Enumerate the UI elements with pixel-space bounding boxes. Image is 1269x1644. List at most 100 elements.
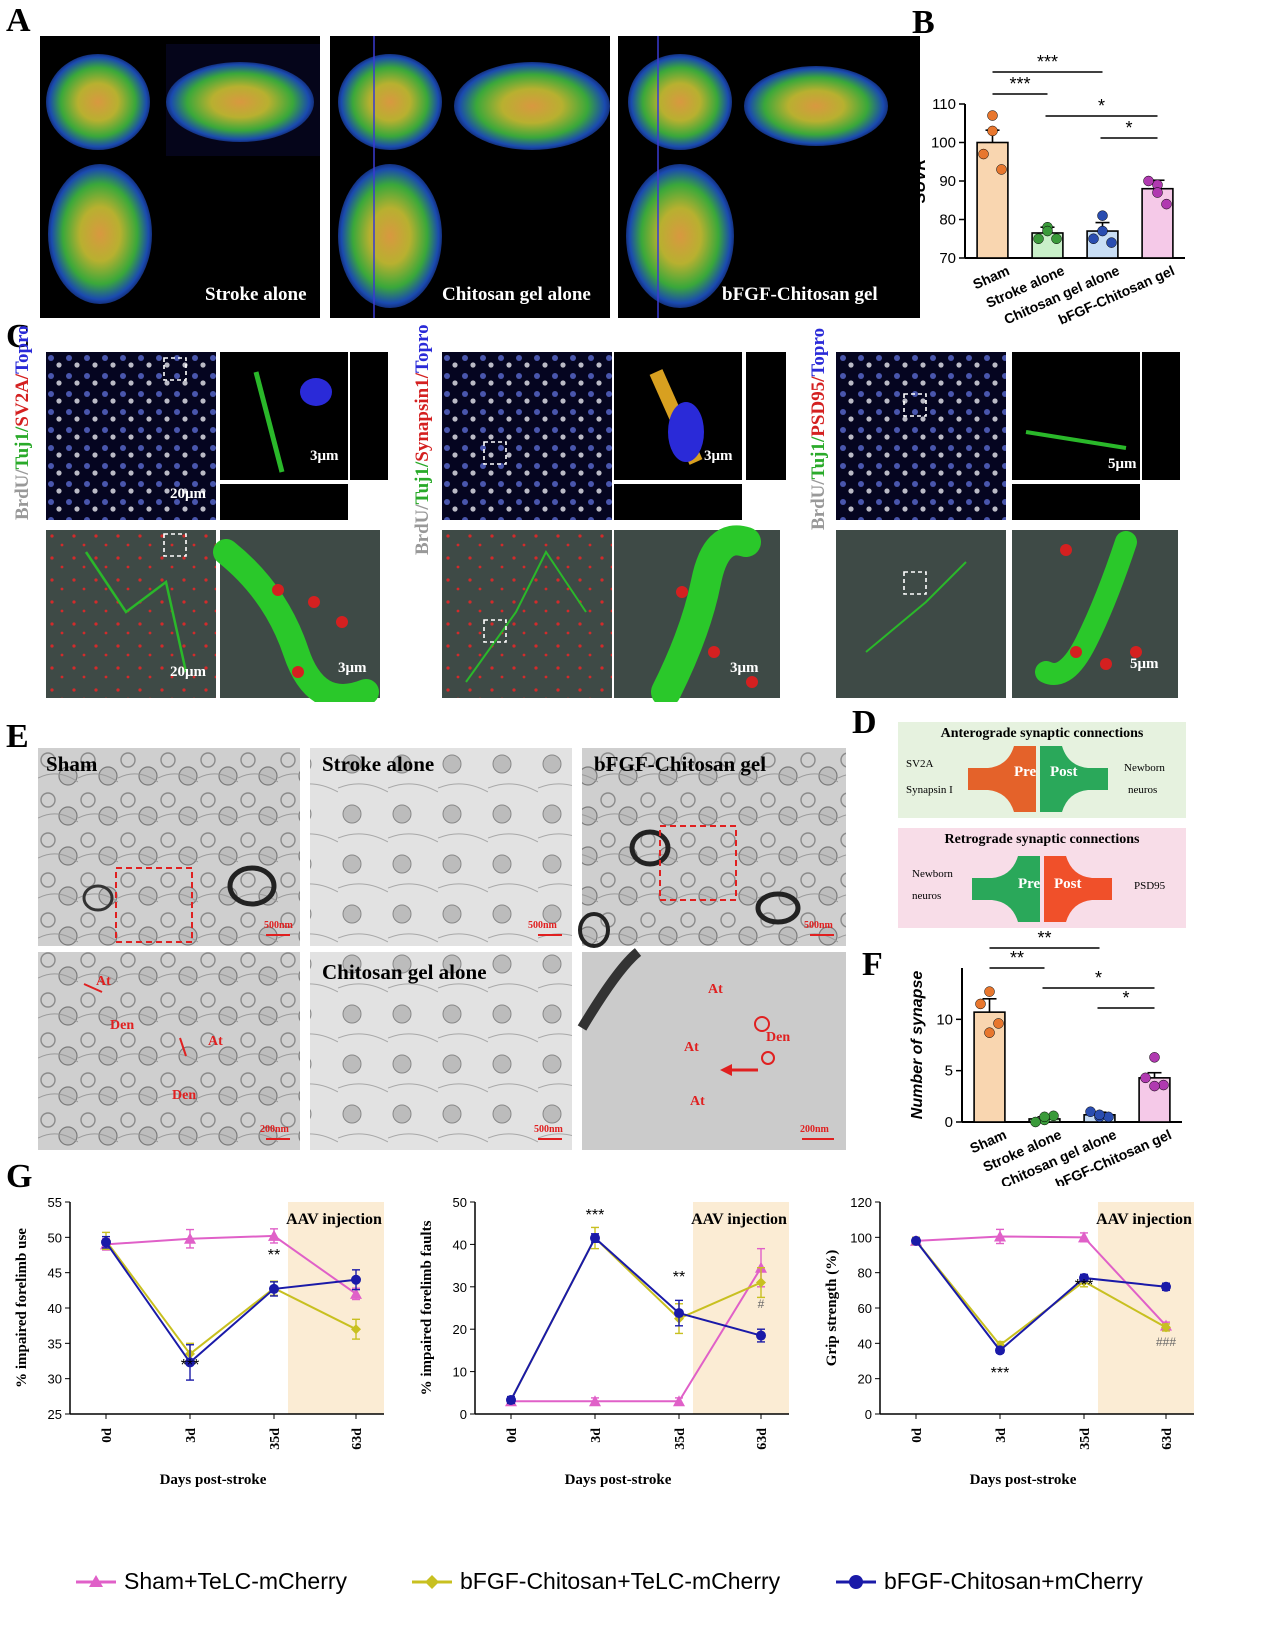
y-tick-label: 110 [932,96,956,113]
c-scale-4: 3μm [338,660,367,676]
data-point [756,1330,766,1341]
c-scale-7: 5μm [1108,456,1137,472]
pet-block-2 [330,36,610,318]
significance-label: ** [268,1247,280,1264]
significance-label: ** [1010,948,1024,968]
significance-label: *** [586,1207,605,1224]
aav-label: AAV injection [691,1211,787,1228]
legend-marker-bfgf-m [836,1574,876,1589]
y-tick-label: 10 [936,1011,953,1028]
e-scale-3: 500nm [804,920,833,931]
c-scale-6: 3μm [730,660,759,676]
data-point [1103,1111,1114,1123]
panel-label-g: G [6,1158,33,1195]
y-tick-label: 20 [858,1372,872,1387]
y-axis-label: SUVR [912,158,929,203]
e-caption-chitosan: Chitosan gel alone [322,960,487,984]
data-point [1042,225,1053,237]
series-line [105,1241,357,1364]
significance-label: *** [181,1357,200,1374]
x-tick-label: 0d [100,1428,115,1443]
y-tick-label: 60 [858,1301,872,1316]
series-line [511,1267,762,1403]
data-point [984,986,995,997]
data-point [351,1324,361,1335]
data-point [101,1237,111,1248]
panel-label-f: F [862,946,883,983]
pet-block-3 [618,36,920,318]
retro-pre: Pre [1018,876,1041,892]
data-point [1152,187,1163,198]
y-tick-label: 40 [858,1336,872,1351]
x-axis-label: Days post-stroke [565,1472,672,1488]
e-scale-6: 200nm [800,1124,829,1135]
data-point [911,1235,921,1246]
y-tick-label: 0 [945,1114,953,1131]
y-tick-label: 30 [453,1280,467,1295]
retro-right1: PSD95 [1134,880,1166,892]
retro-left1: Newborn [912,868,953,880]
x-tick-label: 35d [673,1428,688,1450]
x-tick-label: 63d [350,1428,365,1450]
x-tick-label: 35d [268,1428,283,1450]
panel-label-a: A [6,2,31,39]
y-tick-label: 80 [858,1266,872,1281]
significance-label: *** [1037,52,1058,72]
data-point [1161,198,1172,210]
pet-caption-3: bFGF-Chitosan gel [722,284,878,305]
series-line [915,1240,1167,1352]
x-tick-label: 3d [589,1428,604,1443]
significance-label: ** [1037,928,1051,948]
y-tick-label: 90 [939,173,956,190]
data-point [1143,175,1154,187]
series-line [105,1234,357,1295]
antero-left1: SV2A [906,758,934,770]
x-axis-label: Days post-stroke [160,1472,267,1488]
e-den-1: Den [110,1018,135,1033]
retro-title: Retrograde synaptic connections [944,832,1140,847]
c-scale-3: 20μm [170,664,206,680]
e-at-4: At [684,1040,699,1055]
y-tick-label: 80 [939,212,956,229]
data-point [1078,1231,1090,1243]
panel-a-pet-images [40,36,920,318]
e-scale-2: 500nm [528,920,557,931]
legend-label-sham: Sham+TeLC-mCherry [124,1568,348,1594]
chart-g3-grip-strength: AAV injection 0 20 40 60 80 100 120 Grip strengt… [824,1195,1194,1488]
data-point [269,1283,279,1294]
legend-label-bfgf-m: bFGF-Chitosan+mCherry [884,1568,1143,1594]
data-point [987,125,998,137]
aav-shade [1098,1202,1194,1414]
c-side-label-1: BrdU/Tuj1/SV2A/Topro [12,325,33,520]
x-tick-label: 0d [505,1428,520,1443]
e-caption-bfgf: bFGF-Chitosan gel [594,752,767,776]
aav-shade [288,1202,384,1414]
panel-c-confocal [46,352,1180,702]
y-tick-label: 35 [48,1336,62,1351]
data-point [1079,1272,1089,1283]
data-point [1051,233,1062,244]
data-point [673,1395,685,1407]
significance-label: * [1098,96,1105,116]
retro-left2: neuros [912,890,942,902]
data-point [1161,1322,1171,1333]
e-scale-5: 500nm [534,1124,563,1135]
y-tick-label: 55 [48,1195,62,1210]
antero-post: Post [1050,764,1078,780]
retro-box: Retrograde synaptic connections Newborn … [898,828,1186,928]
data-point [1161,1281,1171,1292]
antero-synapse-icon [968,746,1108,812]
panel-label-e: E [6,718,29,755]
chart-g1-forelimb-use: AAV injection 25 30 35 40 45 50 55 % impaired fo… [14,1195,384,1488]
significance-label: * [1122,988,1129,1008]
data-point [975,998,986,1010]
y-tick-label: 0 [460,1407,467,1422]
y-tick-label: 50 [453,1195,467,1210]
data-point [987,110,998,121]
panel-label-c: C [6,318,31,355]
series-line [510,1236,762,1401]
data-point [994,1230,1006,1242]
retro-post: Post [1054,876,1082,892]
